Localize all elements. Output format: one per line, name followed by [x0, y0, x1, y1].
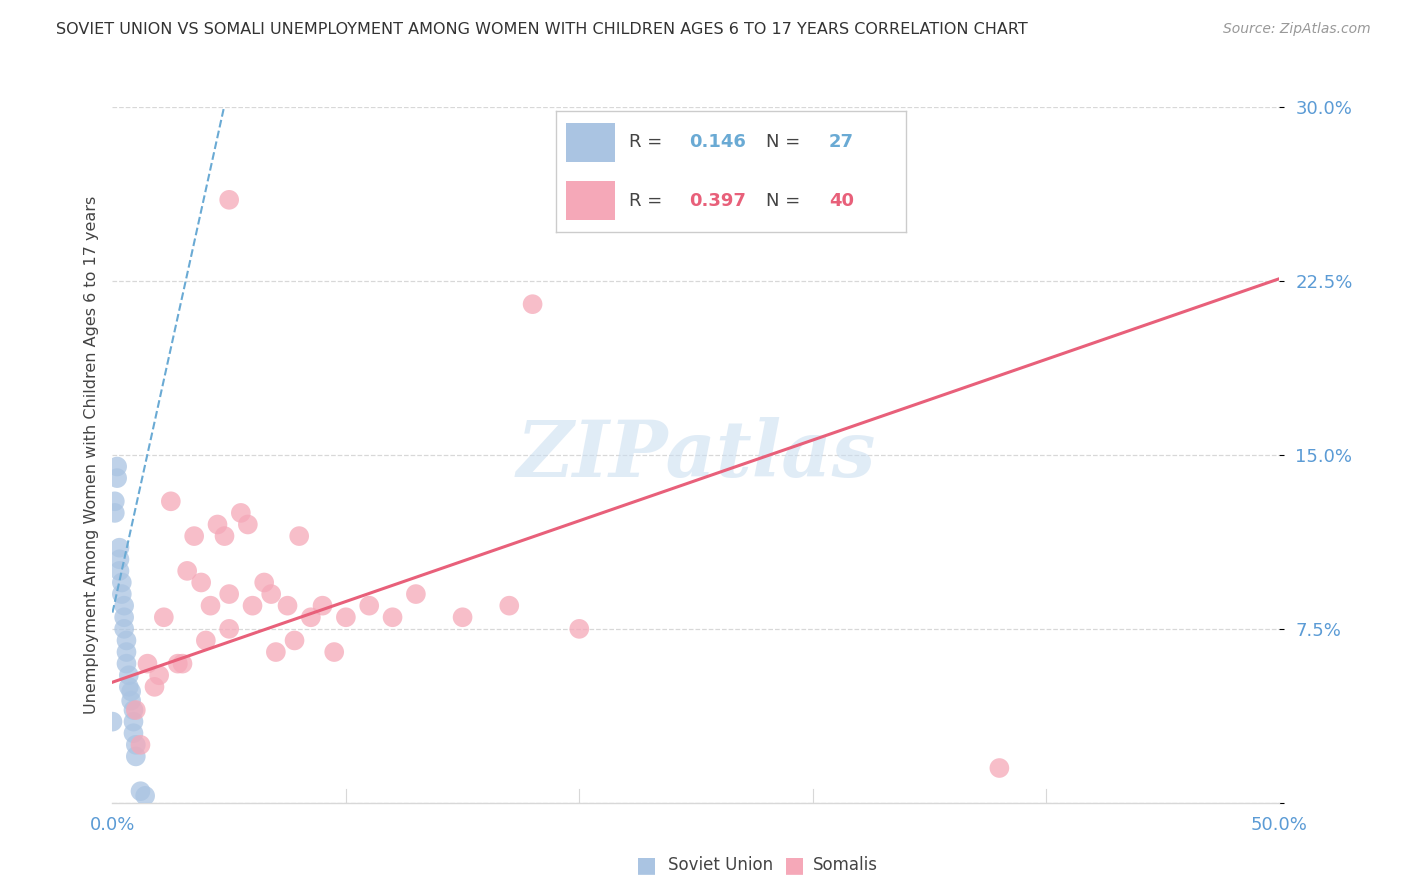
Point [176, 564, 198, 578]
Point [129, 784, 152, 798]
Point [359, 599, 381, 613]
Point [125, 703, 148, 717]
Point [105, 459, 128, 474]
Point [143, 680, 166, 694]
Point [988, 761, 1011, 775]
Point [190, 575, 212, 590]
Point [264, 645, 287, 659]
Point [111, 575, 134, 590]
Text: ■: ■ [785, 855, 804, 875]
Point [229, 506, 252, 520]
Point [112, 610, 135, 624]
Point [498, 599, 520, 613]
Point [405, 587, 427, 601]
Point [276, 599, 298, 613]
Point [218, 622, 240, 636]
Point [207, 517, 229, 532]
Point [166, 657, 188, 671]
Point [122, 703, 145, 717]
Text: Soviet Union: Soviet Union [668, 856, 773, 874]
Point [200, 599, 222, 613]
Point [451, 610, 474, 624]
Point [134, 789, 156, 803]
Point [101, 714, 124, 729]
Point [299, 610, 322, 624]
Point [311, 599, 333, 613]
Point [118, 668, 141, 682]
Point [108, 564, 131, 578]
Point [115, 657, 138, 671]
Point [148, 668, 170, 682]
Y-axis label: Unemployment Among Women with Children Ages 6 to 17 years: Unemployment Among Women with Children A… [83, 196, 98, 714]
Point [129, 738, 152, 752]
Text: Somalis: Somalis [813, 856, 877, 874]
Point [522, 297, 544, 311]
Point [236, 517, 259, 532]
Point [120, 684, 142, 698]
Point [112, 599, 135, 613]
Point [160, 494, 183, 508]
Point [122, 714, 145, 729]
Point [118, 680, 141, 694]
Text: ■: ■ [637, 855, 657, 875]
Point [242, 599, 264, 613]
Point [105, 471, 128, 485]
Point [125, 749, 148, 764]
Point [112, 622, 135, 636]
Point [335, 610, 357, 624]
Point [120, 694, 142, 708]
Point [111, 587, 134, 601]
Point [172, 657, 194, 671]
Point [183, 529, 205, 543]
Point [568, 622, 591, 636]
Point [253, 575, 276, 590]
Point [125, 738, 148, 752]
Point [218, 587, 240, 601]
Text: SOVIET UNION VS SOMALI UNEMPLOYMENT AMONG WOMEN WITH CHILDREN AGES 6 TO 17 YEARS: SOVIET UNION VS SOMALI UNEMPLOYMENT AMON… [56, 22, 1028, 37]
Point [381, 610, 404, 624]
Text: ZIPatlas: ZIPatlas [516, 417, 876, 493]
Point [108, 552, 131, 566]
Point [115, 633, 138, 648]
Text: Source: ZipAtlas.com: Source: ZipAtlas.com [1223, 22, 1371, 37]
Point [283, 633, 305, 648]
Point [323, 645, 346, 659]
Point [218, 193, 240, 207]
Point [122, 726, 145, 740]
Point [104, 506, 127, 520]
Point [194, 633, 217, 648]
Point [288, 529, 311, 543]
Point [214, 529, 236, 543]
Point [136, 657, 159, 671]
Point [108, 541, 131, 555]
Point [153, 610, 176, 624]
Point [104, 494, 127, 508]
Point [115, 645, 138, 659]
Point [260, 587, 283, 601]
